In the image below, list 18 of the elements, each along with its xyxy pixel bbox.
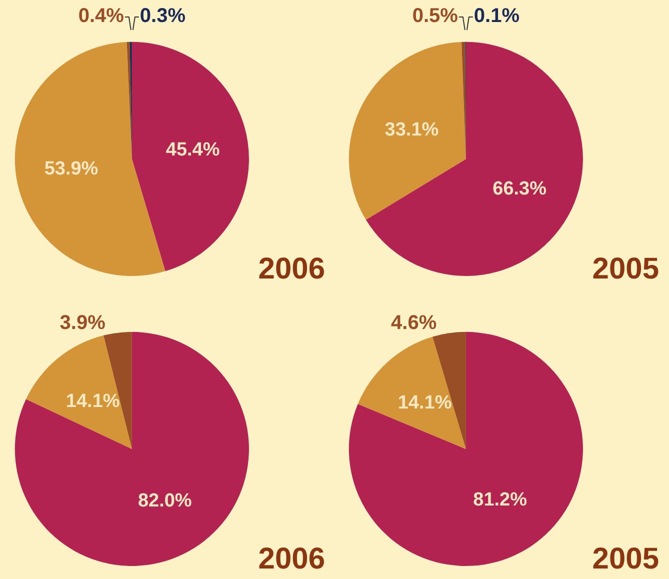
data-label: 45.4% [166,140,220,161]
data-label: 4.6% [391,312,437,334]
data-label: 66.3% [492,178,547,200]
data-label: 0.4% [78,5,124,27]
data-label: 82.0% [138,490,192,511]
data-label: 3.9% [60,311,106,334]
text: 2006 [258,542,326,575]
text: 2005 [592,252,660,286]
data-label: 0.3% [140,5,186,27]
data-label: 33.1% [384,119,439,140]
data-label: 0.1% [474,5,520,27]
data-label: 81.2% [473,489,528,510]
data-label: 53.9% [44,158,98,180]
text: 2006 [258,252,326,286]
data-label: 14.1% [398,392,452,414]
data-label: 14.1% [66,390,120,412]
text: 2005 [592,542,660,575]
data-label: 0.5% [412,5,458,27]
